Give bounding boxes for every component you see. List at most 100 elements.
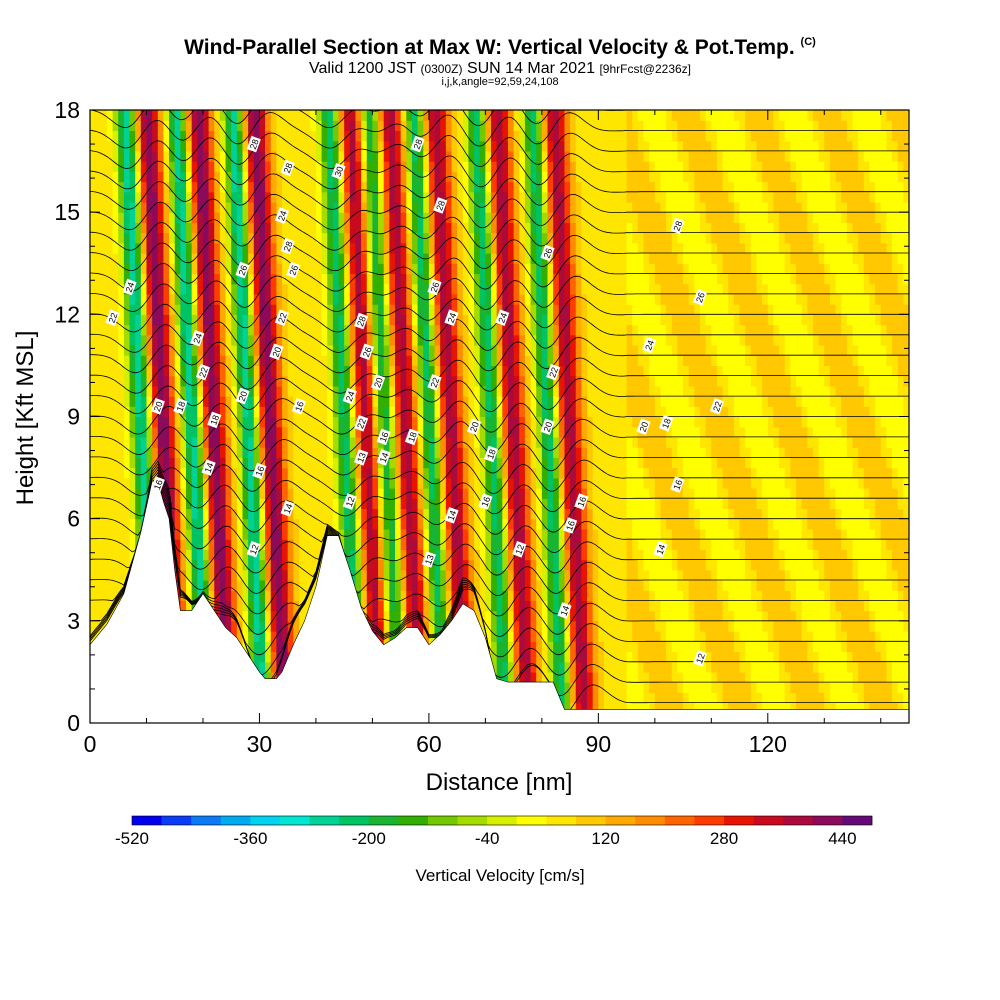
velocity-cell	[423, 304, 430, 315]
velocity-cell	[440, 396, 447, 407]
velocity-cell	[118, 477, 125, 489]
velocity-cell	[434, 436, 441, 448]
velocity-cell	[541, 457, 549, 469]
velocity-cell	[180, 559, 187, 571]
velocity-cell	[332, 416, 340, 428]
velocity-cell	[445, 477, 453, 489]
velocity-cell	[270, 375, 277, 387]
velocity-cell	[287, 467, 294, 479]
velocity-cell	[146, 191, 153, 203]
velocity-cell	[468, 150, 475, 162]
velocity-cell	[191, 130, 198, 142]
velocity-cell	[474, 191, 481, 203]
velocity-cell	[225, 293, 232, 305]
velocity-cell	[451, 488, 458, 499]
velocity-cell	[389, 120, 396, 132]
velocity-cell	[293, 385, 300, 397]
velocity-cell	[462, 324, 470, 336]
velocity-cell	[219, 191, 227, 203]
velocity-cell	[400, 150, 407, 162]
velocity-cell	[479, 416, 486, 428]
velocity-cell	[445, 385, 453, 397]
velocity-cell	[191, 396, 198, 407]
velocity-cell	[502, 324, 509, 336]
velocity-cell	[479, 191, 486, 203]
velocity-cell	[536, 355, 543, 367]
velocity-cell	[406, 140, 413, 152]
velocity-cell	[338, 426, 345, 438]
velocity-cell	[519, 110, 526, 121]
velocity-cell	[491, 385, 498, 397]
velocity-cell	[423, 385, 430, 397]
velocity-cell	[152, 334, 159, 346]
velocity-cell	[225, 273, 232, 285]
velocity-cell	[186, 130, 193, 142]
velocity-cell	[440, 559, 447, 571]
velocity-cell	[451, 498, 458, 510]
velocity-cell	[315, 508, 323, 520]
velocity-cell	[383, 140, 390, 152]
velocity-cell	[135, 365, 142, 377]
velocity-cell	[321, 416, 328, 428]
velocity-cell	[496, 539, 503, 550]
velocity-cell	[270, 161, 277, 172]
velocity-cell	[174, 355, 181, 367]
velocity-cell	[479, 161, 486, 172]
velocity-cell	[491, 539, 498, 550]
velocity-cell	[174, 447, 181, 458]
velocity-cell	[321, 324, 328, 336]
velocity-cell	[180, 161, 187, 172]
velocity-cell	[321, 447, 328, 458]
velocity-cell	[417, 518, 424, 530]
velocity-cell	[445, 140, 453, 152]
velocity-cell	[231, 385, 238, 397]
velocity-cell	[536, 579, 543, 591]
velocity-cell	[293, 528, 300, 540]
velocity-cell	[231, 436, 238, 448]
velocity-cell	[123, 110, 131, 121]
velocity-cell	[253, 651, 261, 663]
velocity-cell	[479, 253, 486, 264]
velocity-cell	[310, 488, 317, 499]
velocity-cell	[327, 508, 334, 520]
velocity-cell	[536, 273, 543, 285]
velocity-cell	[372, 447, 379, 458]
velocity-cell	[547, 273, 554, 285]
velocity-cell	[372, 242, 379, 254]
velocity-cell	[287, 304, 294, 315]
velocity-cell	[310, 181, 317, 193]
velocity-cell	[479, 457, 486, 469]
velocity-cell	[502, 161, 509, 172]
velocity-cell	[231, 263, 238, 275]
velocity-cell	[332, 324, 340, 336]
velocity-cell	[152, 436, 159, 448]
velocity-cell	[457, 212, 464, 223]
velocity-cell	[191, 324, 198, 336]
velocity-cell	[90, 610, 97, 622]
velocity-cell	[423, 181, 430, 193]
velocity-cell	[202, 590, 210, 601]
velocity-cell	[118, 447, 125, 458]
velocity-cell	[400, 610, 407, 622]
velocity-cell	[253, 344, 261, 356]
velocity-cell	[293, 273, 300, 285]
velocity-cell	[411, 222, 419, 234]
velocity-cell	[536, 620, 543, 632]
velocity-cell	[197, 273, 204, 285]
velocity-cell	[321, 304, 328, 315]
velocity-cell	[395, 110, 402, 121]
velocity-cell	[553, 651, 560, 663]
velocity-cell	[95, 539, 102, 550]
velocity-cell	[536, 140, 543, 152]
velocity-cell	[90, 579, 97, 591]
velocity-cell	[276, 375, 283, 387]
velocity-cell	[479, 171, 486, 183]
velocity-cell	[440, 253, 447, 264]
velocity-cell	[383, 334, 390, 346]
velocity-cell	[90, 334, 97, 346]
velocity-cell	[106, 171, 114, 183]
velocity-cell	[287, 600, 294, 612]
velocity-cell	[287, 293, 294, 305]
velocity-cell	[304, 457, 311, 469]
velocity-cell	[95, 549, 102, 561]
